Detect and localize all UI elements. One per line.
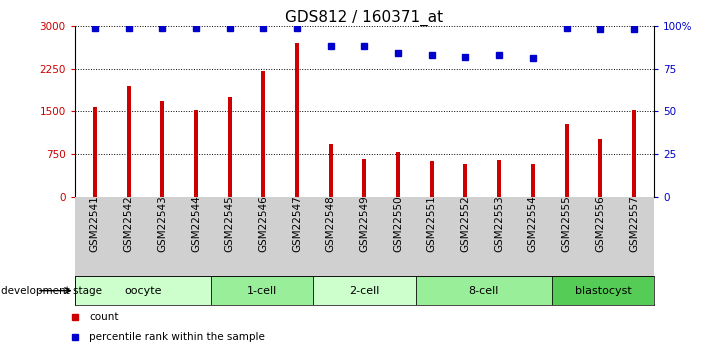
Bar: [598, 139, 602, 197]
Text: blastocyst: blastocyst: [574, 286, 631, 296]
Bar: [531, 164, 535, 197]
Text: percentile rank within the sample: percentile rank within the sample: [89, 332, 265, 342]
Bar: [295, 43, 299, 197]
Text: 1-cell: 1-cell: [247, 286, 277, 296]
Bar: [93, 107, 97, 197]
Bar: [363, 159, 366, 197]
Bar: [75, 276, 211, 305]
Bar: [228, 97, 232, 197]
Bar: [429, 161, 434, 197]
Bar: [464, 164, 467, 197]
Bar: [127, 86, 131, 197]
Bar: [328, 144, 333, 197]
Text: 8-cell: 8-cell: [469, 286, 499, 296]
Bar: [194, 110, 198, 197]
Bar: [552, 276, 654, 305]
Bar: [632, 110, 636, 197]
Text: 2-cell: 2-cell: [349, 286, 380, 296]
Text: development stage: development stage: [1, 286, 102, 296]
Bar: [415, 276, 552, 305]
Bar: [262, 71, 265, 197]
Bar: [314, 276, 415, 305]
Bar: [497, 160, 501, 197]
Title: GDS812 / 160371_at: GDS812 / 160371_at: [285, 10, 444, 26]
Text: oocyte: oocyte: [124, 286, 161, 296]
Bar: [211, 276, 314, 305]
Bar: [565, 124, 569, 197]
Bar: [160, 101, 164, 197]
Bar: [396, 152, 400, 197]
Text: count: count: [89, 312, 119, 322]
